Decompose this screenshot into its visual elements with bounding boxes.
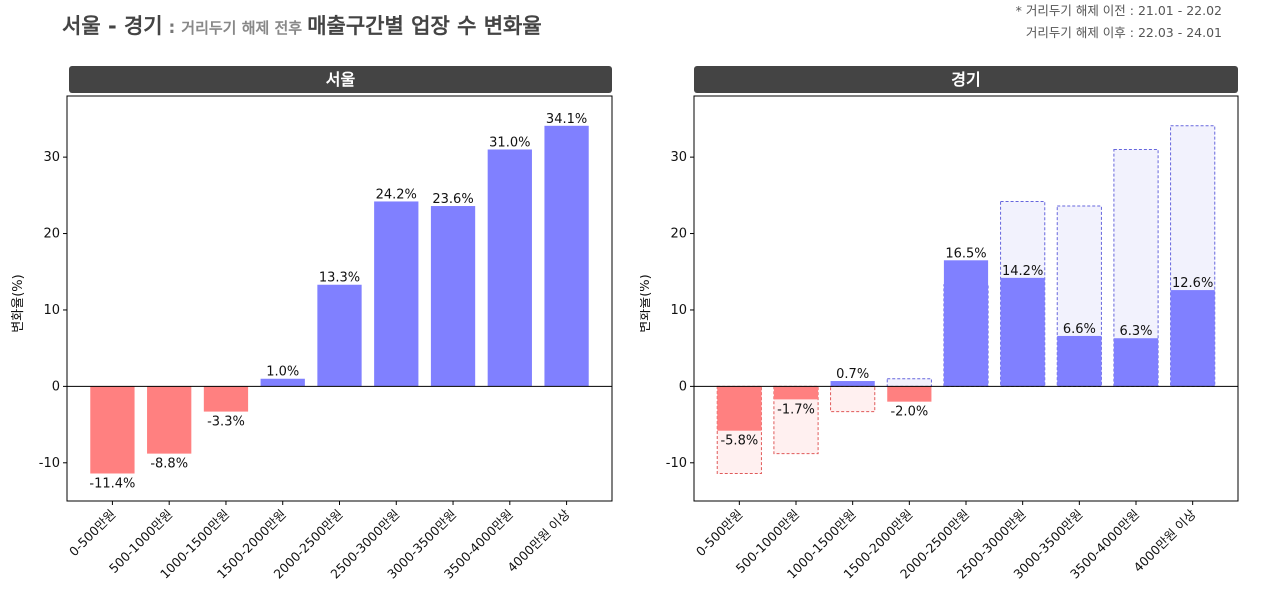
y-axis-label: 변화율(%) [11, 274, 26, 332]
data-label: -1.7% [777, 402, 815, 417]
data-label: 24.2% [376, 187, 417, 202]
bar [830, 381, 875, 387]
data-label: -2.0% [890, 405, 928, 420]
title-main: 매출구간별 업장 수 변화율 [307, 14, 542, 38]
data-label: 23.6% [432, 192, 473, 207]
bar [1113, 338, 1159, 387]
data-label: 14.2% [1002, 264, 1043, 279]
y-tick-label: 20 [670, 227, 687, 242]
title-subtitle: 거리두기 해제 전후 [181, 19, 303, 37]
data-label: -3.3% [207, 415, 245, 430]
y-tick-label: 20 [43, 227, 60, 242]
bar [90, 386, 135, 474]
reference-bar [886, 378, 932, 387]
data-label: 12.6% [1172, 276, 1213, 291]
panel-header [69, 66, 612, 93]
data-label: 13.3% [319, 271, 360, 286]
panel-title: 서울 [326, 70, 356, 89]
bar [430, 206, 476, 387]
bar [374, 201, 419, 387]
title-colon: : [162, 18, 182, 38]
bar [887, 386, 932, 402]
bar [487, 149, 532, 387]
data-label: 16.5% [945, 246, 986, 261]
title-region: 서울 - 경기 [62, 14, 163, 38]
y-tick-label: -10 [39, 456, 60, 471]
chart-seoul: 서울 -11.4% -8.8% -3.3% 1.0% 13.3% 24.2% 23.6% 31.… [11, 66, 613, 582]
y-tick-label: 10 [43, 303, 60, 318]
reference-bar [830, 385, 876, 413]
data-label: 6.6% [1063, 322, 1096, 337]
bar [1170, 290, 1215, 387]
data-label: 6.3% [1119, 324, 1152, 339]
data-label: -11.4% [89, 476, 135, 491]
data-label: 34.1% [546, 112, 587, 127]
data-label: 31.0% [489, 135, 530, 150]
bar [943, 260, 989, 387]
y-tick-label: 30 [670, 150, 687, 165]
bar [773, 386, 819, 400]
bar [1057, 335, 1102, 387]
data-label: -8.8% [150, 457, 188, 472]
bar [147, 386, 192, 454]
bar [317, 284, 362, 387]
period-note-before: * 거리두기 해제 이전 : 21.01 - 22.02 [1015, 3, 1222, 18]
bar [717, 386, 762, 431]
chart-title: 서울 - 경기 : 거리두기 해제 전후 매출구간별 업장 수 변화율 [62, 10, 542, 40]
panel-title: 경기 [951, 70, 980, 89]
period-note-after: 거리두기 해제 이후 : 22.03 - 24.01 [1025, 25, 1222, 40]
y-tick-label: 0 [679, 379, 687, 394]
data-label: -5.8% [720, 434, 758, 449]
x-tick-label: 0-500만원 [693, 507, 746, 560]
y-tick-label: 10 [670, 303, 687, 318]
y-tick-label: 0 [52, 379, 60, 394]
y-axis-label: 변화율(%) [640, 274, 653, 332]
bar [203, 386, 249, 412]
panel-header [694, 66, 1238, 93]
data-label: 1.0% [266, 365, 299, 380]
data-label: 0.7% [836, 367, 869, 382]
x-tick-label: 0-500만원 [66, 507, 119, 560]
chart-gyeonggi: 경기 -5.8% -1.7% 0.7% -2.0% 16.5% 14.2% 6.6% 6.3% 1… [640, 66, 1239, 582]
bar [544, 125, 589, 387]
period-note: * 거리두기 해제 이전 : 21.01 - 22.02 거리두기 해제 이후 … [1016, 0, 1222, 44]
y-tick-label: -10 [666, 456, 687, 471]
bar [1000, 277, 1045, 387]
y-tick-label: 30 [43, 150, 60, 165]
bar [260, 378, 305, 387]
